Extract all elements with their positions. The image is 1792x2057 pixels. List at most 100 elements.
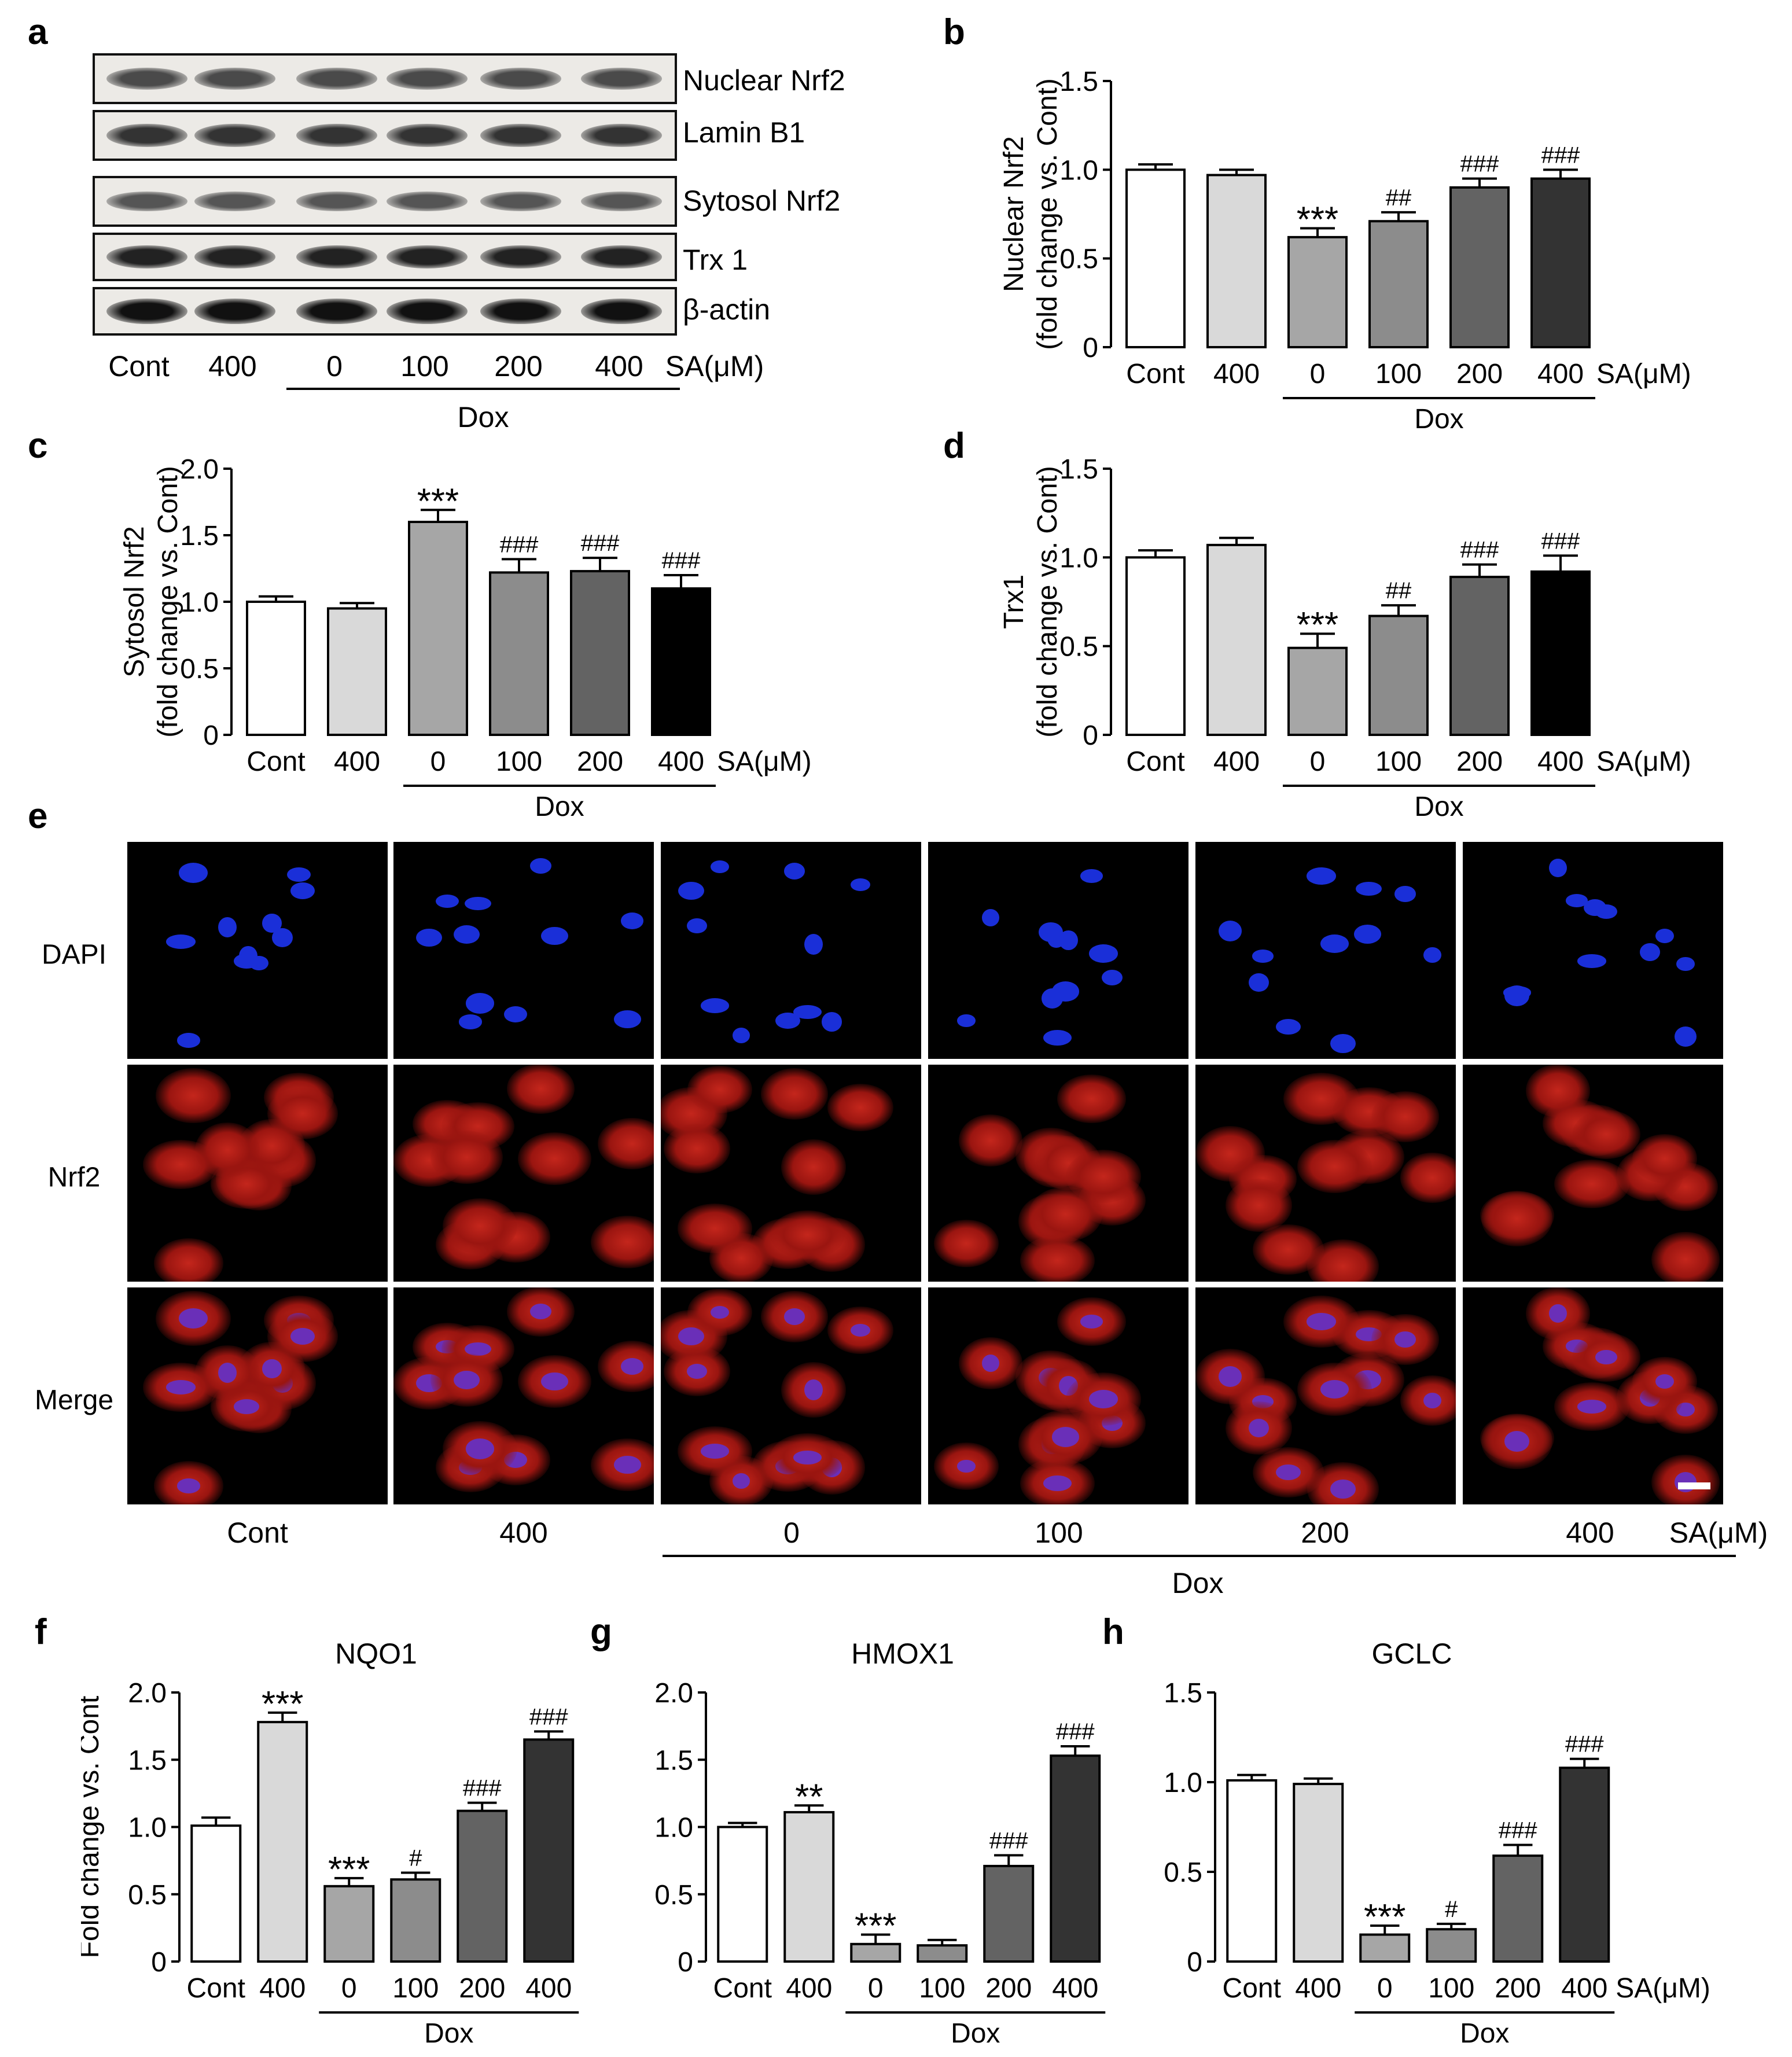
significance-marker: # — [409, 1846, 422, 1871]
cell-cytoplasm — [597, 1118, 654, 1170]
significance-marker: ### — [529, 1704, 568, 1730]
y-tick-label: 0.5 — [180, 654, 219, 685]
y-tick-label: 0 — [1083, 333, 1098, 363]
bar — [408, 521, 468, 736]
significance-marker: ### — [1460, 538, 1499, 563]
cell-nucleus — [1655, 928, 1674, 943]
y-tick-label: 0 — [1187, 1947, 1202, 1978]
dox-label: Dox — [535, 792, 584, 822]
bar — [1293, 1783, 1344, 1963]
y-tick-label: 1.0 — [1059, 543, 1098, 573]
blot-band — [296, 245, 377, 268]
cell-nucleus — [466, 993, 495, 1014]
cell-cytoplasm — [1371, 1091, 1440, 1143]
blot-band — [581, 192, 662, 211]
blot-band — [106, 192, 187, 211]
cell-nucleus — [1052, 1427, 1080, 1448]
x-tick-label: 400 — [1213, 359, 1260, 389]
unit-label: SA(μM) — [1596, 746, 1691, 777]
cell-nucleus — [453, 925, 480, 944]
x-tick-label: 200 — [985, 1973, 1032, 2004]
cell-nucleus — [1504, 1431, 1530, 1452]
scale-bar — [1678, 1482, 1710, 1489]
cell-nucleus — [851, 1324, 870, 1337]
bar — [717, 1826, 768, 1963]
cell-nucleus — [530, 1303, 552, 1319]
blot-trx1 — [93, 233, 677, 281]
dapi-image — [928, 842, 1188, 1059]
significance-marker: *** — [1297, 605, 1338, 645]
cell-nucleus — [793, 1004, 822, 1019]
row-label-merge: Merge — [34, 1385, 114, 1416]
significance-marker: *** — [417, 481, 459, 521]
cell-nucleus — [262, 914, 282, 933]
cell-nucleus — [1320, 1379, 1349, 1399]
blot-band — [194, 124, 275, 147]
x-tick-label: Cont — [1126, 746, 1184, 777]
western-blot-panel: Nuclear Nrf2 Lamin B1 Sytosol Nrf2 Trx 1… — [93, 53, 891, 433]
cell-nucleus — [614, 1456, 641, 1474]
blot-band — [194, 245, 275, 268]
cell-nucleus — [1306, 867, 1337, 885]
cell-nucleus — [783, 863, 805, 880]
cell-cytoplasm — [1253, 1224, 1324, 1275]
dapi-image — [661, 842, 921, 1059]
significance-marker: ### — [463, 1776, 502, 1801]
col-label: 0 — [783, 1517, 800, 1549]
bar — [1492, 1854, 1544, 1963]
cell-nucleus — [678, 881, 705, 900]
col-label: 100 — [1035, 1517, 1083, 1549]
blot-band — [296, 124, 377, 147]
x-tick-label: 0 — [1310, 359, 1326, 389]
blot-band — [387, 124, 468, 147]
cell-cytoplasm — [430, 1130, 503, 1184]
cell-nucleus — [290, 882, 315, 899]
x-tick-label: 400 — [658, 746, 704, 777]
blot-band — [296, 68, 377, 90]
col-label: 400 — [1566, 1517, 1614, 1549]
col-label: Cont — [227, 1517, 288, 1549]
cell-nucleus — [1219, 921, 1242, 942]
blot-band — [194, 299, 275, 324]
cell-nucleus — [1058, 930, 1078, 951]
cell-cytoplasm — [770, 1210, 845, 1259]
significance-marker: ### — [581, 531, 620, 556]
blot-band — [296, 192, 377, 211]
cell-nucleus — [1276, 1018, 1301, 1035]
blot-band — [480, 245, 561, 268]
y-tick-label: 0.5 — [654, 1880, 693, 1911]
dox-label: Dox — [1460, 2018, 1509, 2049]
x-tick-label: 0 — [341, 1973, 357, 2004]
cell-nucleus — [541, 1372, 568, 1390]
cell-nucleus — [1219, 1366, 1242, 1388]
cell-nucleus — [1355, 881, 1382, 896]
cell-cytoplasm — [663, 1124, 731, 1174]
x-tick-label: Cont — [187, 1973, 245, 2004]
bar — [1125, 556, 1186, 736]
cell-nucleus — [262, 1359, 282, 1378]
y-axis-label: Fold change vs. Cont — [81, 1696, 105, 1959]
y-tick-label: 0.5 — [1059, 632, 1098, 663]
blot-sytosol-nrf2 — [93, 176, 677, 227]
x-tick-label: 0 — [1377, 1973, 1393, 2004]
cell-nucleus — [1394, 886, 1416, 903]
dox-label: Dox — [457, 401, 509, 433]
x-tick-label: 200 — [1495, 1973, 1541, 2004]
significance-marker: *** — [1297, 200, 1338, 240]
lane-label: 400 — [208, 350, 257, 382]
x-tick-label: 200 — [1456, 746, 1503, 777]
cell-nucleus — [620, 912, 644, 930]
y-tick-label: 2.0 — [128, 1678, 167, 1709]
cell-nucleus — [166, 1379, 196, 1394]
cell-nucleus — [1330, 1033, 1356, 1054]
cell-nucleus — [1101, 970, 1123, 986]
cell-nucleus — [1080, 869, 1103, 883]
cell-cytoplasm — [1632, 1134, 1697, 1183]
y-tick-label: 1.0 — [128, 1813, 167, 1843]
cell-cytoplasm — [443, 1198, 518, 1254]
cell-nucleus — [1577, 1400, 1606, 1414]
merge-image — [127, 1287, 388, 1504]
blot-band — [387, 299, 468, 324]
cell-cytoplasm — [518, 1132, 591, 1185]
bar — [1559, 1767, 1610, 1963]
